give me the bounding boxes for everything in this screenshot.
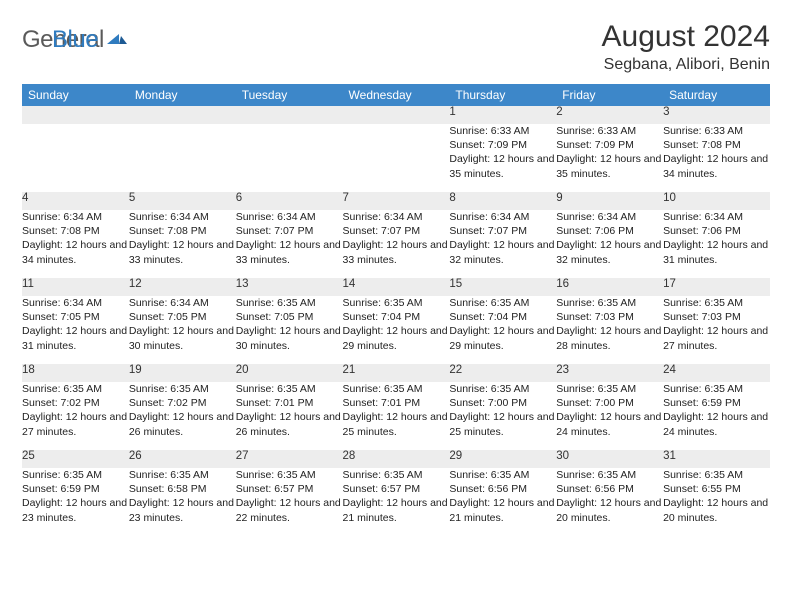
day-details-cell: Sunrise: 6:35 AM Sunset: 7:00 PM Dayligh…: [449, 382, 556, 450]
day-number-cell: 9: [556, 192, 663, 210]
title-block: August 2024 Segbana, Alibori, Benin: [602, 20, 770, 74]
day-details-row: Sunrise: 6:35 AM Sunset: 6:59 PM Dayligh…: [22, 468, 770, 536]
day-number-cell: 16: [556, 278, 663, 296]
day-number-row: 25262728293031: [22, 450, 770, 468]
day-details-cell: [129, 124, 236, 192]
day-details-cell: Sunrise: 6:34 AM Sunset: 7:05 PM Dayligh…: [129, 296, 236, 364]
day-details-cell: Sunrise: 6:35 AM Sunset: 6:58 PM Dayligh…: [129, 468, 236, 536]
brand-word-2-wrap: Blue: [22, 26, 98, 54]
month-title: August 2024: [602, 20, 770, 54]
day-details-cell: Sunrise: 6:34 AM Sunset: 7:08 PM Dayligh…: [129, 210, 236, 278]
day-details-cell: Sunrise: 6:35 AM Sunset: 6:59 PM Dayligh…: [663, 382, 770, 450]
day-details-cell: Sunrise: 6:33 AM Sunset: 7:09 PM Dayligh…: [449, 124, 556, 192]
day-number-cell: 29: [449, 450, 556, 468]
day-details-cell: Sunrise: 6:35 AM Sunset: 7:04 PM Dayligh…: [449, 296, 556, 364]
day-number-cell: 21: [343, 364, 450, 382]
weekday-header: Friday: [556, 84, 663, 106]
day-details-cell: Sunrise: 6:35 AM Sunset: 6:55 PM Dayligh…: [663, 468, 770, 536]
weekday-header: Tuesday: [236, 84, 343, 106]
day-number-row: 123: [22, 106, 770, 124]
day-details-cell: Sunrise: 6:35 AM Sunset: 6:57 PM Dayligh…: [236, 468, 343, 536]
day-number-cell: 31: [663, 450, 770, 468]
day-details-cell: Sunrise: 6:34 AM Sunset: 7:06 PM Dayligh…: [556, 210, 663, 278]
day-number-cell: 15: [449, 278, 556, 296]
day-number-cell: 25: [22, 450, 129, 468]
day-details-cell: Sunrise: 6:33 AM Sunset: 7:08 PM Dayligh…: [663, 124, 770, 192]
weekday-header: Thursday: [449, 84, 556, 106]
weekday-header: Sunday: [22, 84, 129, 106]
brand-word-2: Blue: [52, 26, 98, 53]
day-number-cell: 27: [236, 450, 343, 468]
weekday-header-row: Sunday Monday Tuesday Wednesday Thursday…: [22, 84, 770, 106]
calendar-table: Sunday Monday Tuesday Wednesday Thursday…: [22, 84, 770, 536]
day-number-cell: 14: [343, 278, 450, 296]
day-details-cell: Sunrise: 6:35 AM Sunset: 6:56 PM Dayligh…: [556, 468, 663, 536]
day-details-cell: Sunrise: 6:35 AM Sunset: 7:05 PM Dayligh…: [236, 296, 343, 364]
day-details-cell: Sunrise: 6:35 AM Sunset: 7:00 PM Dayligh…: [556, 382, 663, 450]
day-details-cell: Sunrise: 6:34 AM Sunset: 7:07 PM Dayligh…: [236, 210, 343, 278]
day-number-cell: 3: [663, 106, 770, 124]
day-details-cell: [343, 124, 450, 192]
day-number-cell: 1: [449, 106, 556, 124]
day-details-row: Sunrise: 6:35 AM Sunset: 7:02 PM Dayligh…: [22, 382, 770, 450]
day-details-cell: Sunrise: 6:35 AM Sunset: 7:03 PM Dayligh…: [663, 296, 770, 364]
day-number-cell: [236, 106, 343, 124]
day-details-cell: Sunrise: 6:34 AM Sunset: 7:05 PM Dayligh…: [22, 296, 129, 364]
day-number-cell: 22: [449, 364, 556, 382]
day-number-cell: 17: [663, 278, 770, 296]
day-details-cell: Sunrise: 6:34 AM Sunset: 7:07 PM Dayligh…: [343, 210, 450, 278]
calendar-thead: Sunday Monday Tuesday Wednesday Thursday…: [22, 84, 770, 106]
day-number-cell: 26: [129, 450, 236, 468]
day-number-cell: [129, 106, 236, 124]
day-number-cell: 20: [236, 364, 343, 382]
day-details-cell: Sunrise: 6:35 AM Sunset: 7:02 PM Dayligh…: [22, 382, 129, 450]
day-details-cell: Sunrise: 6:35 AM Sunset: 7:01 PM Dayligh…: [236, 382, 343, 450]
page-header: General August 2024 Segbana, Alibori, Be…: [22, 20, 770, 74]
day-number-cell: 28: [343, 450, 450, 468]
day-details-cell: Sunrise: 6:35 AM Sunset: 6:59 PM Dayligh…: [22, 468, 129, 536]
day-details-cell: Sunrise: 6:35 AM Sunset: 7:04 PM Dayligh…: [343, 296, 450, 364]
calendar-tbody: 123Sunrise: 6:33 AM Sunset: 7:09 PM Dayl…: [22, 106, 770, 536]
day-details-cell: Sunrise: 6:35 AM Sunset: 6:57 PM Dayligh…: [343, 468, 450, 536]
day-number-cell: 4: [22, 192, 129, 210]
day-number-cell: 18: [22, 364, 129, 382]
day-details-cell: [22, 124, 129, 192]
day-number-cell: 24: [663, 364, 770, 382]
day-number-cell: 30: [556, 450, 663, 468]
day-number-cell: 5: [129, 192, 236, 210]
day-number-cell: 7: [343, 192, 450, 210]
weekday-header: Monday: [129, 84, 236, 106]
location-label: Segbana, Alibori, Benin: [602, 56, 770, 74]
day-number-cell: 6: [236, 192, 343, 210]
day-number-cell: 2: [556, 106, 663, 124]
day-number-cell: [343, 106, 450, 124]
day-number-cell: 8: [449, 192, 556, 210]
day-details-cell: Sunrise: 6:35 AM Sunset: 7:03 PM Dayligh…: [556, 296, 663, 364]
day-number-cell: [22, 106, 129, 124]
day-details-cell: Sunrise: 6:34 AM Sunset: 7:08 PM Dayligh…: [22, 210, 129, 278]
day-details-cell: [236, 124, 343, 192]
day-details-row: Sunrise: 6:34 AM Sunset: 7:05 PM Dayligh…: [22, 296, 770, 364]
day-details-cell: Sunrise: 6:35 AM Sunset: 7:02 PM Dayligh…: [129, 382, 236, 450]
weekday-header: Saturday: [663, 84, 770, 106]
day-details-row: Sunrise: 6:34 AM Sunset: 7:08 PM Dayligh…: [22, 210, 770, 278]
day-number-cell: 13: [236, 278, 343, 296]
day-number-row: 45678910: [22, 192, 770, 210]
brand-mark-icon: [107, 28, 127, 49]
day-details-cell: Sunrise: 6:33 AM Sunset: 7:09 PM Dayligh…: [556, 124, 663, 192]
day-number-row: 18192021222324: [22, 364, 770, 382]
day-number-cell: 11: [22, 278, 129, 296]
day-number-cell: 12: [129, 278, 236, 296]
day-details-cell: Sunrise: 6:34 AM Sunset: 7:06 PM Dayligh…: [663, 210, 770, 278]
day-number-cell: 10: [663, 192, 770, 210]
weekday-header: Wednesday: [343, 84, 450, 106]
day-details-cell: Sunrise: 6:35 AM Sunset: 7:01 PM Dayligh…: [343, 382, 450, 450]
day-details-cell: Sunrise: 6:34 AM Sunset: 7:07 PM Dayligh…: [449, 210, 556, 278]
day-details-row: Sunrise: 6:33 AM Sunset: 7:09 PM Dayligh…: [22, 124, 770, 192]
day-details-cell: Sunrise: 6:35 AM Sunset: 6:56 PM Dayligh…: [449, 468, 556, 536]
calendar-page: General August 2024 Segbana, Alibori, Be…: [0, 0, 792, 612]
day-number-cell: 23: [556, 364, 663, 382]
day-number-row: 11121314151617: [22, 278, 770, 296]
day-number-cell: 19: [129, 364, 236, 382]
